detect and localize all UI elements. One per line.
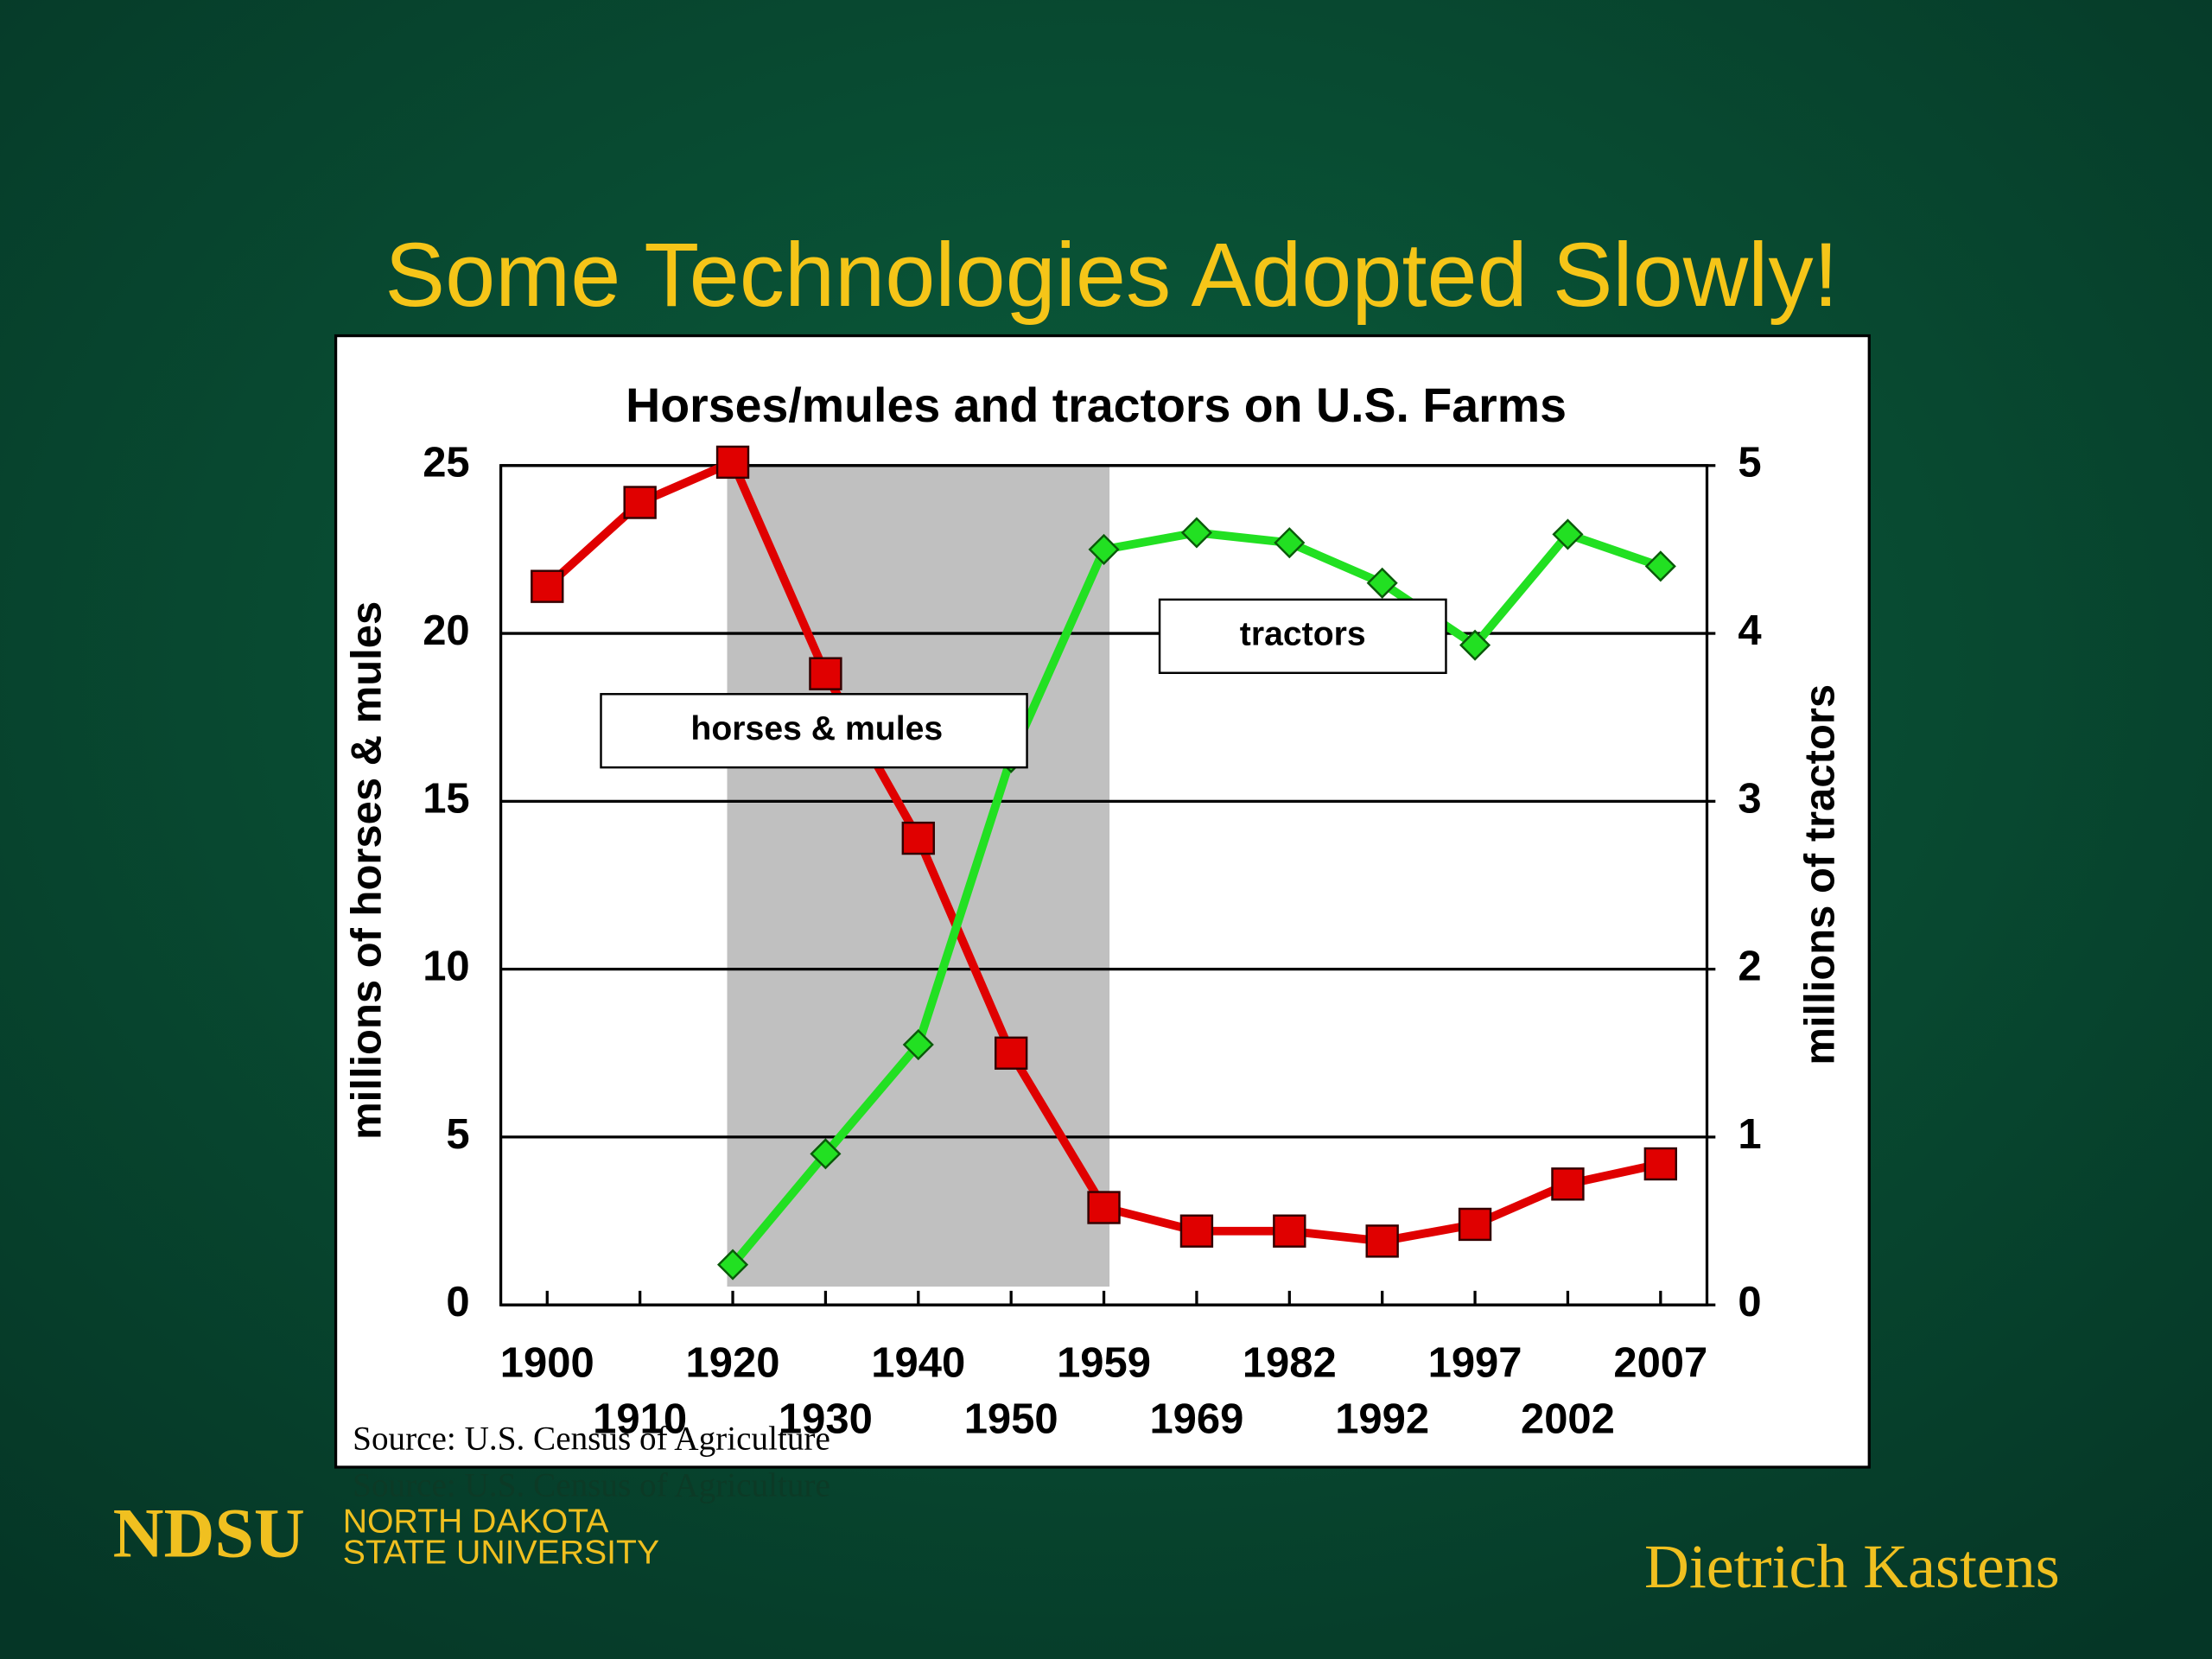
y-tick-label: 25	[423, 440, 469, 486]
y2-tick-label: 5	[1738, 440, 1761, 486]
marker	[1366, 567, 1398, 599]
logo-line: NORTH DAKOTA	[343, 1503, 609, 1541]
series-label: tractors	[1240, 616, 1366, 653]
logo-line: STATE UNIVERSITY	[343, 1535, 659, 1572]
marker	[1551, 1167, 1585, 1201]
series-label: horses & mules	[690, 710, 943, 747]
x-tick-label: 1900	[500, 1339, 594, 1386]
x-tick-label: 1992	[1335, 1396, 1429, 1443]
x-tick-label: 1959	[1057, 1339, 1151, 1386]
marker	[809, 657, 842, 690]
y2-tick-label: 4	[1738, 607, 1761, 654]
marker	[1552, 518, 1584, 550]
author: Dietrich Kastens	[1644, 1532, 2060, 1601]
marker	[1179, 1214, 1214, 1248]
slide-title: Some Technologies Adopted Slowly!	[385, 225, 1838, 326]
x-tick-label: 1910	[593, 1396, 687, 1443]
marker	[1273, 1214, 1306, 1248]
series-label-box	[600, 693, 1028, 769]
y2-tick-label: 2	[1738, 944, 1761, 990]
marker	[1644, 550, 1676, 582]
marker	[1459, 629, 1491, 661]
x-tick-label: 1920	[686, 1339, 780, 1386]
marker	[1088, 533, 1120, 565]
x-tick-label: 1982	[1243, 1339, 1337, 1386]
marker	[1180, 517, 1212, 549]
marker	[902, 1029, 934, 1061]
y-axis-title: millions of horses & mules	[344, 601, 391, 1140]
x-tick-label: 1930	[779, 1396, 873, 1443]
y-tick-label: 5	[446, 1111, 469, 1158]
x-tick-label: 1940	[871, 1339, 965, 1386]
x-tick-label: 1950	[964, 1396, 1058, 1443]
x-tick-label: 2007	[1613, 1339, 1707, 1386]
marker	[994, 1036, 1028, 1070]
marker	[531, 569, 564, 603]
series-label-box	[1158, 598, 1447, 674]
marker	[1365, 1224, 1399, 1258]
x-tick-label: 1997	[1428, 1339, 1522, 1386]
y-tick-label: 20	[423, 607, 469, 654]
marker	[1643, 1147, 1678, 1181]
y2-tick-label: 1	[1738, 1111, 1761, 1158]
y2-tick-label: 3	[1738, 775, 1761, 822]
y-tick-label: 0	[446, 1279, 469, 1325]
x-tick-label: 2002	[1521, 1396, 1615, 1443]
marker	[716, 1249, 749, 1281]
logo: NDSU	[113, 1494, 305, 1573]
marker	[715, 445, 750, 480]
plot: 0 5 10 15 20 25 0 1 2 3 4 5 1900 1910 1920 1930 1940 1950…	[423, 440, 1761, 1443]
marker	[623, 486, 657, 519]
chart-title: Horses/mules and tractors on U.S. Farms	[626, 378, 1567, 432]
y-tick-label: 10	[423, 944, 469, 990]
marker	[810, 1138, 842, 1170]
y2-tick-label: 0	[1738, 1279, 1761, 1325]
marker	[1458, 1207, 1492, 1242]
marker	[1274, 527, 1306, 559]
marker	[901, 821, 935, 855]
source-note-shadow: Source: U.S. Census of Agriculture	[353, 1466, 830, 1503]
marker	[1087, 1191, 1121, 1224]
x-tick-label: 1969	[1149, 1396, 1243, 1443]
y2-axis-title: millions of tractors	[1796, 684, 1843, 1065]
source-note: Source: U.S. Census of Agriculture	[353, 1421, 830, 1458]
y-tick-label: 15	[423, 775, 469, 822]
